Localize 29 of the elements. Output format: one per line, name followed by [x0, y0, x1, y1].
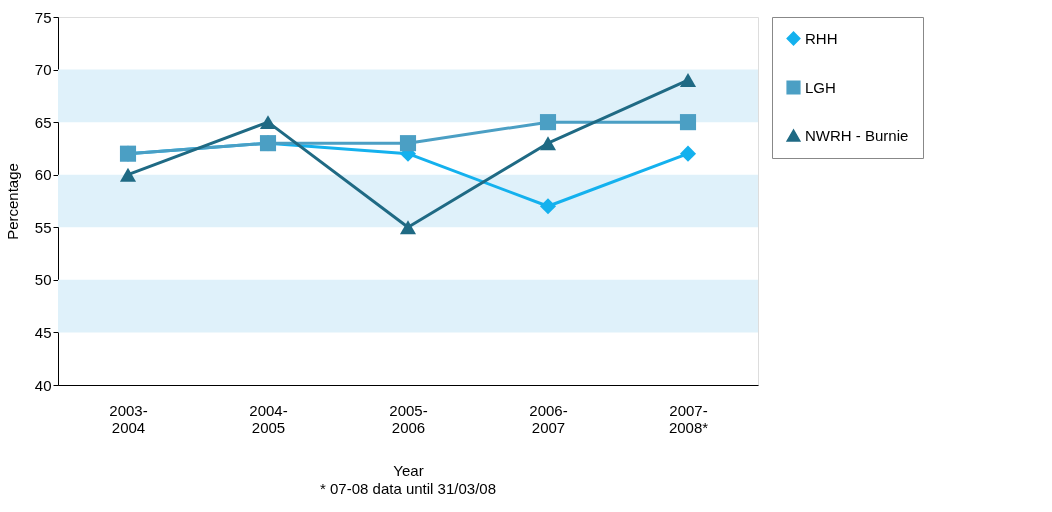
- point: [119, 167, 137, 182]
- y-tick-label: 40: [34, 376, 52, 394]
- y-tick-label: 45: [34, 323, 52, 341]
- x-tick-label: 2005-2006: [389, 401, 428, 436]
- y-tick-label: 60: [34, 166, 52, 184]
- legend-label: NWRH - Burnie: [805, 126, 909, 144]
- point: [539, 198, 557, 215]
- legend-label: LGH: [805, 78, 836, 96]
- y-axis-title: Percentage: [3, 163, 21, 240]
- y-tick-label: 55: [34, 218, 52, 236]
- point: [679, 73, 697, 88]
- point: [679, 114, 697, 131]
- text: * 07-08 data until 31/03/08: [320, 480, 496, 497]
- x-tick-label: 2007-2008*: [668, 401, 709, 436]
- point: [399, 135, 417, 152]
- x-tick-label: 2006-2007: [529, 401, 568, 436]
- y-tick-label: 50: [34, 271, 52, 289]
- point: [539, 114, 557, 131]
- y-tick-label: 65: [34, 113, 52, 131]
- x-tick-label: 2004-2005: [249, 401, 288, 436]
- point: [259, 115, 277, 130]
- y-tick-label: 75: [34, 8, 52, 26]
- point: [679, 145, 697, 162]
- legend-label: RHH: [805, 29, 838, 47]
- point: [539, 136, 557, 151]
- y-tick-label: 70: [34, 61, 52, 79]
- point: [399, 220, 417, 235]
- x-axis-title: Year: [393, 461, 424, 479]
- x-tick-label: 2003-2004: [109, 401, 148, 436]
